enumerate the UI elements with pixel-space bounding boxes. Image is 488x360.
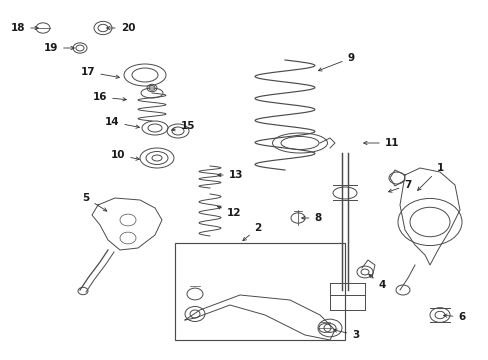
Text: 14: 14 — [104, 117, 139, 128]
Text: 12: 12 — [217, 206, 241, 218]
Text: 16: 16 — [93, 92, 126, 102]
Text: 11: 11 — [363, 138, 398, 148]
Text: 20: 20 — [106, 23, 135, 33]
Text: 17: 17 — [81, 67, 119, 78]
Text: 15: 15 — [171, 121, 195, 131]
Text: 6: 6 — [443, 312, 465, 322]
Text: 5: 5 — [82, 193, 107, 211]
Text: 4: 4 — [368, 274, 385, 290]
Text: 3: 3 — [333, 329, 359, 340]
Text: 1: 1 — [417, 163, 443, 190]
Text: 10: 10 — [110, 150, 139, 160]
Text: 18: 18 — [11, 23, 38, 33]
Text: 13: 13 — [217, 170, 243, 180]
Bar — [175, 243, 345, 340]
Text: 2: 2 — [243, 223, 261, 240]
Text: 19: 19 — [44, 43, 74, 53]
Text: 7: 7 — [387, 180, 411, 192]
Text: 8: 8 — [301, 213, 321, 223]
Text: 9: 9 — [318, 53, 354, 71]
